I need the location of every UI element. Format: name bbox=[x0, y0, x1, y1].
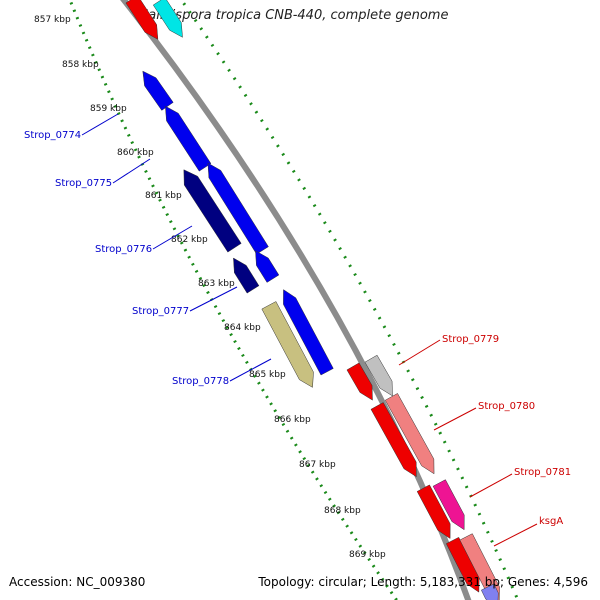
ruler-tick-label: 861 kbp bbox=[145, 191, 182, 201]
ruler-tick-label: 862 kbp bbox=[171, 235, 208, 245]
forward-gene bbox=[459, 533, 500, 600]
forward-gene bbox=[125, 0, 159, 40]
reverse-gene bbox=[142, 70, 174, 111]
label-leader-line bbox=[229, 358, 272, 382]
reverse-gene bbox=[255, 250, 280, 283]
map-title: Salinispora tropica CNB-440, complete ge… bbox=[140, 8, 449, 23]
reverse-gene bbox=[233, 257, 260, 294]
gene-labels: Strop_0774 Strop_0775 Strop_0776 Strop_0777… bbox=[24, 113, 571, 547]
ruler-tick-label: 866 kbp bbox=[274, 415, 311, 425]
label-leader-line bbox=[433, 407, 477, 431]
forward-gene bbox=[370, 402, 417, 478]
forward-gene bbox=[346, 362, 373, 401]
label-leader-line bbox=[469, 473, 513, 498]
forward-gene bbox=[416, 484, 451, 539]
genome-summary: Topology: circular; Length: 5,183,331 bp… bbox=[258, 575, 588, 589]
outer-dotted-line bbox=[179, 0, 520, 600]
label-leader-line bbox=[189, 286, 238, 312]
gene-label: Strop_0776 bbox=[95, 244, 152, 255]
ruler-tick-label: 859 kbp bbox=[90, 104, 127, 114]
gene-label: Strop_0774 bbox=[24, 130, 81, 141]
gene-label: Strop_0780 bbox=[478, 401, 535, 412]
forward-gene bbox=[152, 0, 183, 38]
ruler-tick-label: 868 kbp bbox=[324, 506, 361, 516]
forward-gene bbox=[384, 393, 435, 475]
reverse-strand-genes bbox=[142, 70, 334, 388]
ruler-tick-label: 864 kbp bbox=[224, 323, 261, 333]
label-leader-line bbox=[81, 113, 119, 136]
ruler-tick-label: 863 kbp bbox=[198, 279, 235, 289]
label-leader-line bbox=[493, 523, 538, 547]
ruler-tick-label: 869 kbp bbox=[349, 550, 386, 560]
kbp-ruler: 857 kbp 858 kbp 859 kbp 860 kbp 861 kbp 862 k… bbox=[34, 15, 386, 560]
gene-label: Strop_0779 bbox=[442, 334, 499, 345]
reverse-gene bbox=[165, 105, 212, 172]
reverse-gene bbox=[261, 301, 314, 388]
label-leader-line bbox=[398, 339, 441, 366]
gene-label: ksgA bbox=[539, 516, 563, 527]
gene-label: Strop_0778 bbox=[172, 376, 229, 387]
forward-gene bbox=[364, 354, 393, 397]
forward-strand-genes bbox=[125, 0, 500, 600]
forward-gene bbox=[480, 583, 499, 600]
ruler-tick-label: 865 kbp bbox=[249, 370, 286, 380]
forward-gene bbox=[432, 479, 465, 531]
ruler-tick-label: 867 kbp bbox=[299, 460, 336, 470]
label-leader-line bbox=[152, 225, 193, 250]
ruler-tick-label: 858 kbp bbox=[62, 60, 99, 70]
reverse-gene bbox=[283, 289, 334, 376]
label-leader-line bbox=[112, 158, 151, 184]
ruler-tick-label: 857 kbp bbox=[34, 15, 71, 25]
accession-text: Accession: NC_009380 bbox=[9, 575, 146, 589]
reverse-gene bbox=[207, 162, 269, 255]
reverse-gene bbox=[183, 169, 242, 253]
gene-label: Strop_0775 bbox=[55, 178, 112, 189]
gene-label: Strop_0781 bbox=[514, 467, 571, 478]
gene-label: Strop_0777 bbox=[132, 306, 189, 317]
forward-gene bbox=[445, 536, 480, 593]
ruler-tick-label: 860 kbp bbox=[117, 148, 154, 158]
